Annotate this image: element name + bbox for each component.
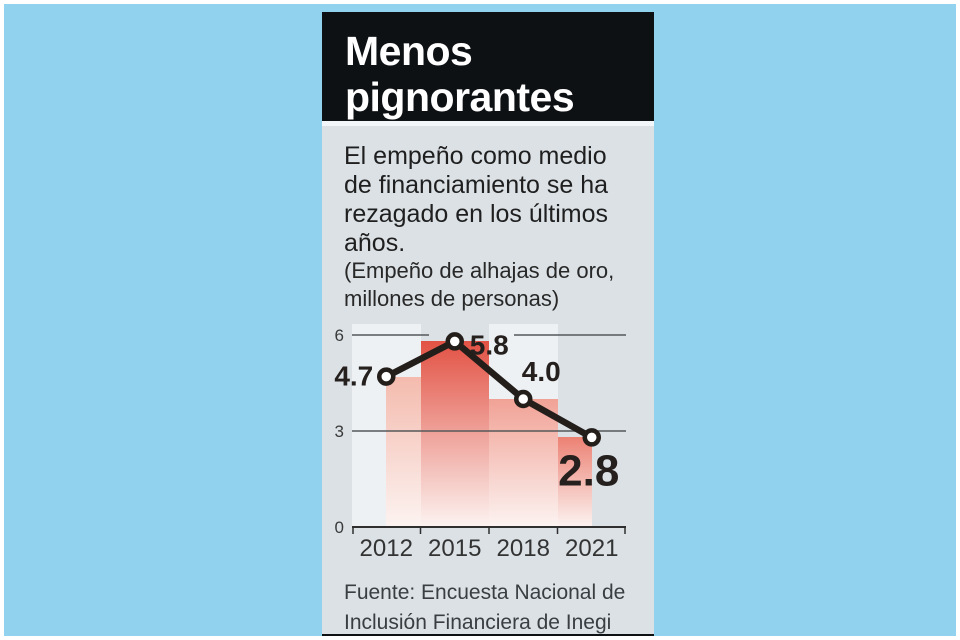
- y-axis-label: 0: [335, 518, 344, 537]
- x-axis-label: 2018: [497, 535, 550, 562]
- value-gradient-bar: [489, 399, 558, 527]
- y-axis-label: 3: [335, 422, 344, 441]
- line-chart: 4.7 5.8 4.0 2.8 2012 2015 2018 2021 6 3 0: [334, 324, 626, 564]
- page-title-line-2: pignorantes: [345, 74, 575, 120]
- chart-plot-svg: 4.7 5.8 4.0 2.8 2012 2015 2018 2021 6 3 0: [334, 326, 626, 562]
- point-value-label: 2.8: [558, 446, 619, 495]
- x-axis-label: 2021: [565, 535, 618, 562]
- intro-text: El empeño como medio de financiamiento s…: [344, 142, 608, 258]
- chart-subtitle: (Empeño de alhajas de oro, millones de p…: [344, 257, 614, 313]
- data-point-marker: [377, 367, 396, 386]
- source-line: Fuente: Encuesta Nacional de: [344, 581, 626, 604]
- value-gradient-bar: [386, 376, 421, 527]
- point-value-label: 4.7: [334, 361, 373, 392]
- source-text: Fuente: Encuesta Nacional de Inclusión F…: [344, 578, 626, 636]
- card-header: Menos pignorantes: [322, 12, 654, 121]
- header-divider: [322, 121, 654, 126]
- x-axis-label: 2015: [428, 535, 481, 562]
- intro-line: rezagado en los últimos: [344, 200, 609, 228]
- chart-subtitle-line: millones de personas): [344, 286, 560, 311]
- data-point-marker: [514, 389, 533, 409]
- value-gradient-bar: [420, 341, 489, 527]
- data-line: [383, 338, 595, 441]
- card-body: El empeño como medio de financiamiento s…: [322, 126, 654, 636]
- value-gradient-bar: [557, 437, 592, 527]
- y-axis-label: 6: [335, 326, 344, 345]
- source-line: Inclusión Financiera de Inegi: [344, 611, 612, 634]
- x-axis-label: 2012: [360, 535, 413, 562]
- intro-line: El empeño como medio: [344, 142, 607, 170]
- data-point-marker: [445, 332, 464, 351]
- page-title-line-1: Menos: [345, 28, 473, 74]
- point-value-label: 4.0: [522, 356, 561, 387]
- intro-line: de financiamiento se ha: [344, 171, 609, 199]
- chart-plot-background: [352, 324, 626, 527]
- card-bottom-bar: [322, 634, 654, 636]
- intro-line: años.: [344, 229, 406, 257]
- chart-subtitle-line: (Empeño de alhajas de oro,: [344, 258, 615, 283]
- point-value-label: 5.8: [470, 329, 509, 360]
- data-point-marker: [582, 428, 601, 447]
